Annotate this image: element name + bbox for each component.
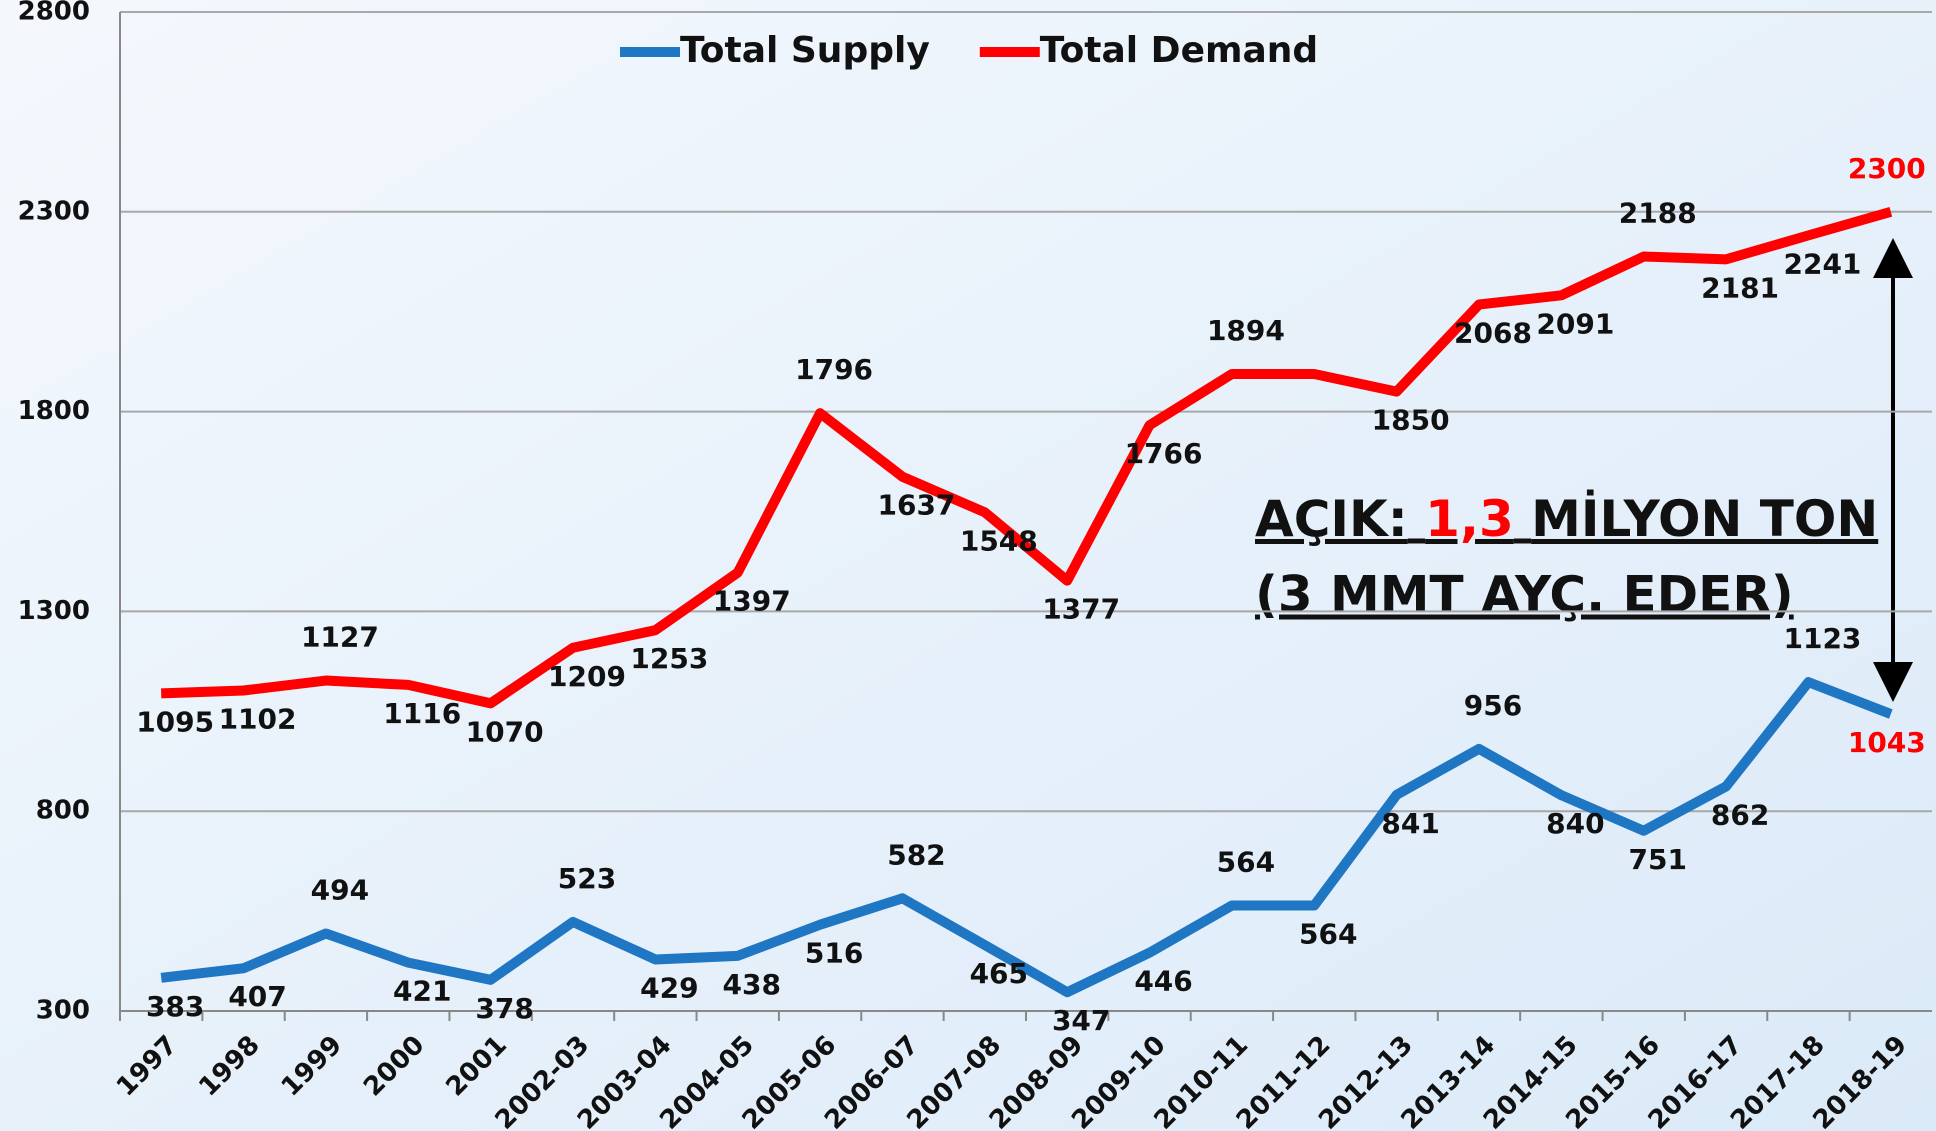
data-label: 407 bbox=[228, 980, 286, 1013]
data-label: 523 bbox=[558, 862, 616, 895]
data-label: 751 bbox=[1629, 843, 1687, 876]
data-label: 841 bbox=[1381, 807, 1439, 840]
data-label: 1796 bbox=[795, 353, 873, 386]
data-label: 862 bbox=[1711, 798, 1769, 831]
data-label: 1123 bbox=[1783, 622, 1861, 655]
data-label: 465 bbox=[970, 957, 1028, 990]
y-tick-label: 1800 bbox=[18, 396, 90, 426]
data-label: 2241 bbox=[1783, 247, 1861, 280]
data-label: 2188 bbox=[1619, 197, 1697, 230]
data-label: 1253 bbox=[630, 642, 708, 675]
data-label: 2300 bbox=[1848, 152, 1926, 185]
data-label: 1397 bbox=[713, 585, 791, 618]
data-label: 1894 bbox=[1207, 314, 1285, 347]
annotation-line2: (3 MMT AYÇ. EDER) bbox=[1255, 566, 1794, 624]
annotation-prefix: AÇIK: bbox=[1255, 490, 1408, 548]
legend-label: Total Demand bbox=[1040, 30, 1318, 71]
data-label: 2181 bbox=[1701, 271, 1779, 304]
data-label: 378 bbox=[475, 992, 533, 1025]
data-label: 1043 bbox=[1848, 726, 1926, 759]
data-label: 347 bbox=[1052, 1004, 1110, 1037]
data-label: 1377 bbox=[1042, 593, 1120, 626]
annotation-highlight: 1,3 bbox=[1425, 490, 1514, 548]
data-label: 564 bbox=[1299, 918, 1357, 951]
data-label: 582 bbox=[887, 838, 945, 871]
y-tick-label: 1300 bbox=[18, 596, 90, 626]
data-label: 1070 bbox=[466, 715, 544, 748]
data-label: 438 bbox=[723, 968, 781, 1001]
data-label: 840 bbox=[1546, 807, 1604, 840]
y-tick-label: 2800 bbox=[18, 0, 90, 27]
data-label: 446 bbox=[1134, 965, 1192, 998]
data-label: 429 bbox=[640, 971, 698, 1004]
data-label: 1766 bbox=[1125, 437, 1203, 470]
legend-label: Total Supply bbox=[680, 30, 930, 71]
data-label: 1116 bbox=[383, 697, 461, 730]
data-label: 494 bbox=[311, 873, 369, 906]
data-label: 383 bbox=[146, 990, 204, 1023]
annotation-suffix: MİLYON TON bbox=[1531, 490, 1878, 548]
data-label: 1127 bbox=[301, 621, 379, 654]
data-label: 1095 bbox=[136, 705, 214, 738]
data-label: 1548 bbox=[960, 524, 1038, 557]
data-label: 1850 bbox=[1372, 404, 1450, 437]
data-label: 2091 bbox=[1536, 307, 1614, 340]
y-tick-label: 300 bbox=[36, 996, 90, 1026]
data-label: 421 bbox=[393, 975, 451, 1008]
data-label: 1209 bbox=[548, 660, 626, 693]
y-tick-label: 800 bbox=[36, 796, 90, 826]
annotation-line1: AÇIK: 1,3 MİLYON TON bbox=[1255, 490, 1878, 548]
data-label: 956 bbox=[1464, 689, 1522, 722]
y-tick-label: 2300 bbox=[18, 196, 90, 226]
data-label: 2068 bbox=[1454, 317, 1532, 350]
data-label: 564 bbox=[1217, 846, 1275, 879]
data-label: 516 bbox=[805, 937, 863, 970]
data-label: 1102 bbox=[219, 703, 297, 736]
data-label: 1637 bbox=[877, 489, 955, 522]
chart: AÇIK: 1,3 MİLYON TON (3 MMT AYÇ. EDER) 3… bbox=[0, 0, 1936, 1131]
